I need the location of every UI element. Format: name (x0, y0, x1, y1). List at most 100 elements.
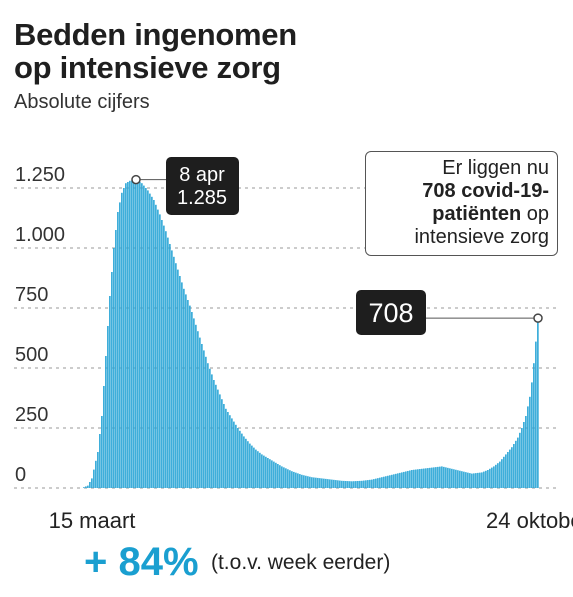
data-bar (259, 452, 261, 488)
data-bar (295, 472, 297, 488)
data-bar (391, 474, 393, 488)
data-bar (115, 230, 117, 488)
data-bar (349, 481, 351, 488)
data-bar (335, 480, 337, 488)
data-bar (505, 454, 507, 488)
data-bar (223, 404, 225, 488)
data-bar (103, 386, 105, 488)
data-bar (487, 470, 489, 488)
data-bar (227, 412, 229, 488)
data-bar (425, 468, 427, 488)
data-bar (479, 472, 481, 488)
data-bar (393, 474, 395, 488)
data-bar (341, 480, 343, 488)
data-bar (285, 468, 287, 488)
data-bar (403, 471, 405, 488)
x-axis-labels: 15 maart 24 oktober (49, 508, 573, 533)
y-tick-label: 1.000 (15, 224, 65, 246)
data-bar (481, 472, 483, 488)
data-bar (233, 421, 235, 488)
data-bar (267, 458, 269, 488)
data-bar (483, 471, 485, 488)
data-bar (271, 460, 273, 488)
data-bar (143, 185, 145, 488)
data-bar (199, 337, 201, 488)
data-bar (509, 449, 511, 488)
data-bar (139, 182, 141, 488)
data-bar (159, 214, 161, 488)
data-bar (429, 467, 431, 488)
data-bar (511, 447, 513, 488)
data-bar (461, 471, 463, 488)
data-bar (153, 200, 155, 488)
data-bar (423, 468, 425, 488)
data-bar (447, 467, 449, 488)
data-bar (527, 406, 529, 488)
data-bar (197, 331, 199, 488)
data-bar (209, 368, 211, 488)
data-bar (471, 473, 473, 488)
data-bar (507, 452, 509, 488)
data-bar (465, 472, 467, 488)
data-bar (451, 468, 453, 488)
data-bar (113, 248, 115, 488)
data-bar (379, 477, 381, 488)
data-bar (239, 430, 241, 488)
data-bar (473, 473, 475, 488)
data-bar (215, 384, 217, 488)
data-bar (137, 180, 139, 489)
data-bar (445, 467, 447, 488)
info-line-2: 708 covid-19- (422, 180, 549, 202)
title-line-2: op intensieve zorg (14, 50, 281, 85)
data-bar (141, 183, 143, 488)
data-bar (257, 451, 259, 488)
data-bar (171, 250, 173, 488)
data-bar (265, 456, 267, 488)
data-bar (501, 459, 503, 488)
data-bar (249, 443, 251, 488)
data-bar (119, 202, 121, 488)
y-tick-label: 250 (15, 404, 48, 426)
data-bar (515, 440, 517, 488)
data-bar (163, 225, 165, 488)
data-bar (97, 452, 99, 488)
data-bar (91, 478, 93, 488)
data-bar (353, 481, 355, 488)
data-bar (519, 432, 521, 488)
data-bar (95, 460, 97, 488)
x-tick-label: 15 maart (49, 508, 136, 533)
data-bar (109, 296, 111, 488)
data-bar (495, 464, 497, 488)
data-bar (189, 305, 191, 488)
data-bar (359, 480, 361, 488)
data-bar (125, 183, 127, 488)
data-bar (331, 479, 333, 488)
y-tick-label: 1.250 (15, 164, 65, 186)
data-bar (235, 424, 237, 488)
data-bar (207, 363, 209, 488)
data-bar (201, 344, 203, 488)
data-bar (147, 190, 149, 488)
data-bar (529, 396, 531, 488)
data-bar (123, 188, 125, 488)
data-bar (107, 326, 109, 488)
data-bar (101, 416, 103, 488)
data-bar (459, 470, 461, 488)
data-bar (311, 477, 313, 488)
data-bar (439, 466, 441, 488)
data-bar (387, 475, 389, 488)
data-bar (345, 480, 347, 488)
data-bar (347, 481, 349, 488)
data-bar (513, 444, 515, 488)
data-bar (309, 476, 311, 488)
data-bar (369, 479, 371, 488)
data-bar (287, 469, 289, 488)
data-bar (263, 455, 265, 488)
data-bar (533, 363, 535, 488)
data-bar (449, 468, 451, 488)
data-bar (385, 476, 387, 488)
y-tick-label: 0 (15, 464, 26, 486)
data-bar (253, 447, 255, 488)
data-bar (289, 470, 291, 488)
data-bar (281, 466, 283, 488)
